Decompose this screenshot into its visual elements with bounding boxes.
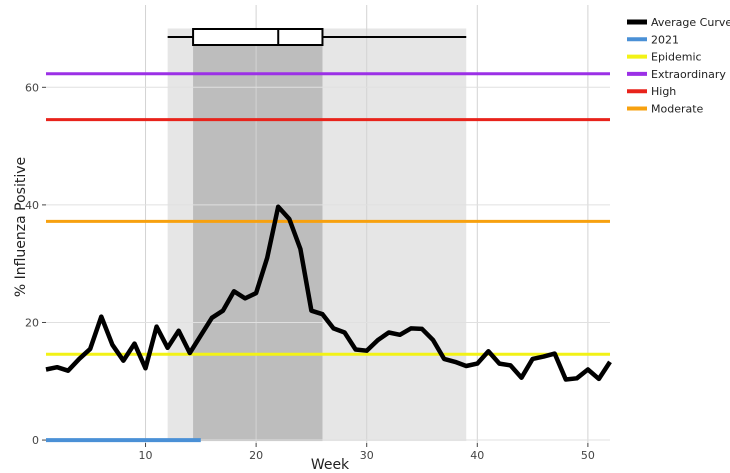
- season-inner-band: [193, 28, 323, 442]
- legend-label: Extraordinary: [651, 68, 726, 81]
- legend-label: 2021: [651, 33, 679, 46]
- y-tick-label: 40: [25, 199, 39, 212]
- legend: Average Curve 2021 Epidemic Extraordinary Hi…: [627, 16, 730, 116]
- threshold-lines: [46, 72, 610, 356]
- legend-item: Epidemic: [627, 51, 702, 64]
- legend-item: High: [627, 85, 676, 98]
- legend-item: Moderate: [627, 103, 704, 116]
- legend-label: High: [651, 85, 676, 98]
- gridlines: [46, 5, 610, 443]
- y-tick-label: 0: [32, 434, 39, 447]
- y-tick-label: 60: [25, 81, 39, 94]
- boxplot-box: [192, 28, 324, 46]
- axes: 10 20 30 40 50 0 20 40 60: [25, 81, 595, 462]
- x-tick-label: 30: [360, 449, 374, 462]
- series-layer: [45, 204, 612, 443]
- y-tick-label: 20: [25, 316, 39, 329]
- x-tick-label: 40: [470, 449, 484, 462]
- legend-label: Average Curve: [651, 16, 730, 29]
- legend-label: Epidemic: [651, 51, 702, 64]
- x-axis-title: Week: [311, 457, 350, 473]
- legend-item: Average Curve: [627, 16, 730, 29]
- season-bands: [167, 28, 467, 442]
- season-boxplot: [167, 28, 467, 46]
- x-tick-label: 10: [139, 449, 153, 462]
- series-line-average-curve: [45, 204, 612, 382]
- x-tick-label: 20: [249, 449, 263, 462]
- legend-item: Extraordinary: [627, 68, 726, 81]
- legend-item: 2021: [627, 33, 679, 46]
- legend-label: Moderate: [651, 103, 704, 116]
- x-tick-label: 50: [581, 449, 595, 462]
- y-axis-title: % Influenza Positive: [13, 157, 29, 297]
